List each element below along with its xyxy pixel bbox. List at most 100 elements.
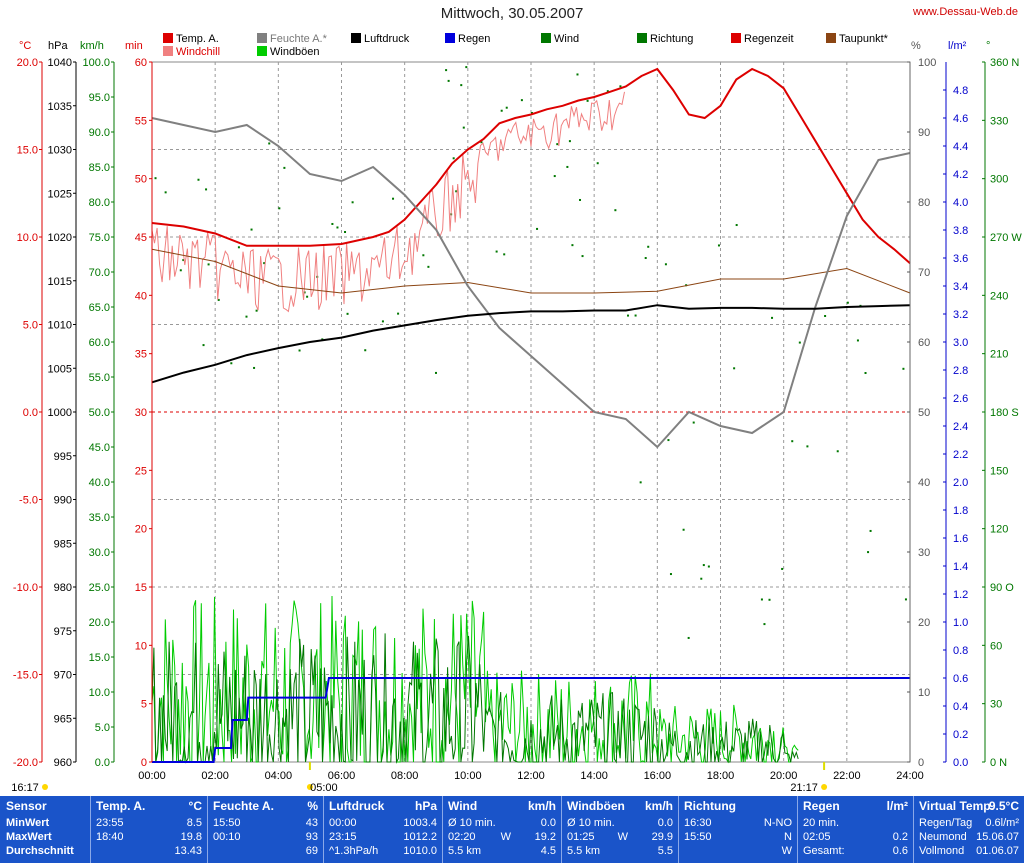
x-axis-label: 12:00 xyxy=(517,770,545,782)
footer-row: Vollmond 01.06.07 xyxy=(919,845,1019,857)
rain-axis-label: 4.8 xyxy=(953,85,968,97)
footer-block: Regen l/m² 20 min. 02:05 0.2 Gesamt: 0.6 xyxy=(803,796,911,863)
direction-dot xyxy=(682,528,685,531)
direction-dot xyxy=(836,450,839,453)
direction-dot xyxy=(669,573,672,576)
weather-chart: 20.015.010.05.00.0-5.0-10.0-15.0-20.0104… xyxy=(11,33,1022,794)
footer-separator xyxy=(797,796,798,863)
x-axis-label: 22:00 xyxy=(833,770,861,782)
pressure-axis-label: 1000 xyxy=(48,407,72,419)
temp-axis-label: -15.0 xyxy=(13,670,38,682)
wind-axis-label: 95.0 xyxy=(89,92,110,104)
direction-dot xyxy=(445,69,448,72)
footer-row: Ø 10 min. 0.0 xyxy=(567,817,673,829)
x-axis-label: 06:00 xyxy=(328,770,356,782)
unit-humidity: % xyxy=(911,40,921,52)
footer-value: 8.5 xyxy=(186,817,202,829)
footer-row: 13.43 xyxy=(96,844,205,858)
direction-axis-label: 240 xyxy=(990,290,1008,302)
site-link[interactable]: www.Dessau-Web.de xyxy=(913,6,1018,18)
footer-block: Virtual Temp. 9.5°C Regen/Tag 0.6l/m² Neumon… xyxy=(919,796,1022,863)
direction-dot xyxy=(553,175,556,178)
direction-axis-label: 60 xyxy=(990,640,1002,652)
direction-dot xyxy=(283,166,286,169)
footer-row: Gesamt: 0.6 xyxy=(803,845,908,857)
temp-axis-label: -10.0 xyxy=(13,582,38,594)
pressure-axis-label: 1020 xyxy=(48,232,72,244)
wind-axis-label: 60.0 xyxy=(89,337,110,349)
direction-dot xyxy=(278,207,281,210)
direction-dot xyxy=(707,565,710,568)
direction-dot xyxy=(700,577,703,580)
footer-value: 01.06.07 xyxy=(976,845,1019,857)
legend-label: Luftdruck xyxy=(364,33,410,45)
direction-dot xyxy=(245,315,248,318)
direction-dot xyxy=(717,244,720,247)
temp-axis-label: 20.0 xyxy=(17,57,38,69)
footer-value: 43 xyxy=(305,817,318,829)
direction-dot xyxy=(647,245,650,248)
humidity-axis-label: 50 xyxy=(918,407,930,419)
humidity-axis-label: 100 xyxy=(918,57,936,69)
chart-title: Mittwoch, 30.05.2007 xyxy=(440,5,584,22)
legend-label: Regenzeit xyxy=(744,33,794,45)
minutes-axis-label: 45 xyxy=(135,232,147,244)
footer-unit: % xyxy=(307,799,318,813)
direction-dot xyxy=(864,372,867,375)
legend-swatch xyxy=(163,33,173,43)
footer-header: Windböen km/h xyxy=(567,796,676,816)
footer-block: Windböen km/h Ø 10 min. 0.0 01:25 W 29.9 5.5 km… xyxy=(567,796,676,863)
minutes-axis-label: 60 xyxy=(135,57,147,69)
pressure-axis-label: 995 xyxy=(54,451,72,463)
direction-dot xyxy=(531,112,533,115)
footer-value: 15.06.07 xyxy=(976,831,1019,843)
legend-swatch xyxy=(351,33,361,43)
legend-swatch xyxy=(257,46,267,56)
direction-dot xyxy=(556,143,559,146)
direction-dot xyxy=(869,529,872,532)
rain-axis-label: 3.0 xyxy=(953,337,968,349)
rain-axis-label: 2.2 xyxy=(953,449,968,461)
rain-axis-label: 1.2 xyxy=(953,589,968,601)
direction-dot xyxy=(579,198,582,201)
footer-value: 5.5 xyxy=(657,845,673,857)
direction-dot xyxy=(452,157,455,160)
rain-axis-label: 3.8 xyxy=(953,225,968,237)
footer-row: 69 xyxy=(213,844,321,858)
temp-axis-label: -20.0 xyxy=(13,757,38,769)
direction-dot xyxy=(735,224,738,227)
footer-value: 0.0 xyxy=(540,817,556,829)
direction-dot xyxy=(298,349,301,352)
chart-series xyxy=(151,67,911,763)
footer-header: Richtung xyxy=(684,799,736,813)
direction-dot xyxy=(207,263,210,266)
pressure-axis-label: 1030 xyxy=(48,145,72,157)
footer-row: Regen/Tag 0.6l/m² xyxy=(919,817,1019,829)
direction-dot xyxy=(336,226,339,229)
footer-row: W xyxy=(684,844,795,858)
rain-axis-label: 3.2 xyxy=(953,309,968,321)
legend-label: Taupunkt* xyxy=(839,33,889,45)
wind-axis-label: 65.0 xyxy=(89,302,110,314)
direction-dot xyxy=(164,191,167,194)
direction-dot xyxy=(902,367,905,370)
humidity-axis-label: 20 xyxy=(918,617,930,629)
x-axis-label: 00:00 xyxy=(138,770,166,782)
footer-row: 15:50 N xyxy=(684,831,792,843)
footer-unit: l/m² xyxy=(886,799,908,813)
footer-block: Luftdruck hPa 00:00 1003.4 23:15 1012.2 ^1.3hP… xyxy=(329,796,440,863)
pressure-axis-label: 1015 xyxy=(48,276,72,288)
direction-dot xyxy=(253,366,256,369)
footer-unit: km/h xyxy=(527,799,556,813)
unit-pressure: hPa xyxy=(48,40,68,52)
rain-axis-label: 1.4 xyxy=(953,561,968,573)
footer-row: MinWert xyxy=(6,817,50,829)
rain-axis-label: 4.2 xyxy=(953,169,968,181)
footer-value: 0.0 xyxy=(657,817,673,829)
luftdruck-line xyxy=(151,304,911,384)
direction-axis-label: 360 N xyxy=(990,57,1019,69)
direction-dot xyxy=(460,84,463,87)
direction-dot xyxy=(351,201,354,204)
footer-value: 4.5 xyxy=(540,845,556,857)
footer-unit: °C xyxy=(188,799,202,813)
